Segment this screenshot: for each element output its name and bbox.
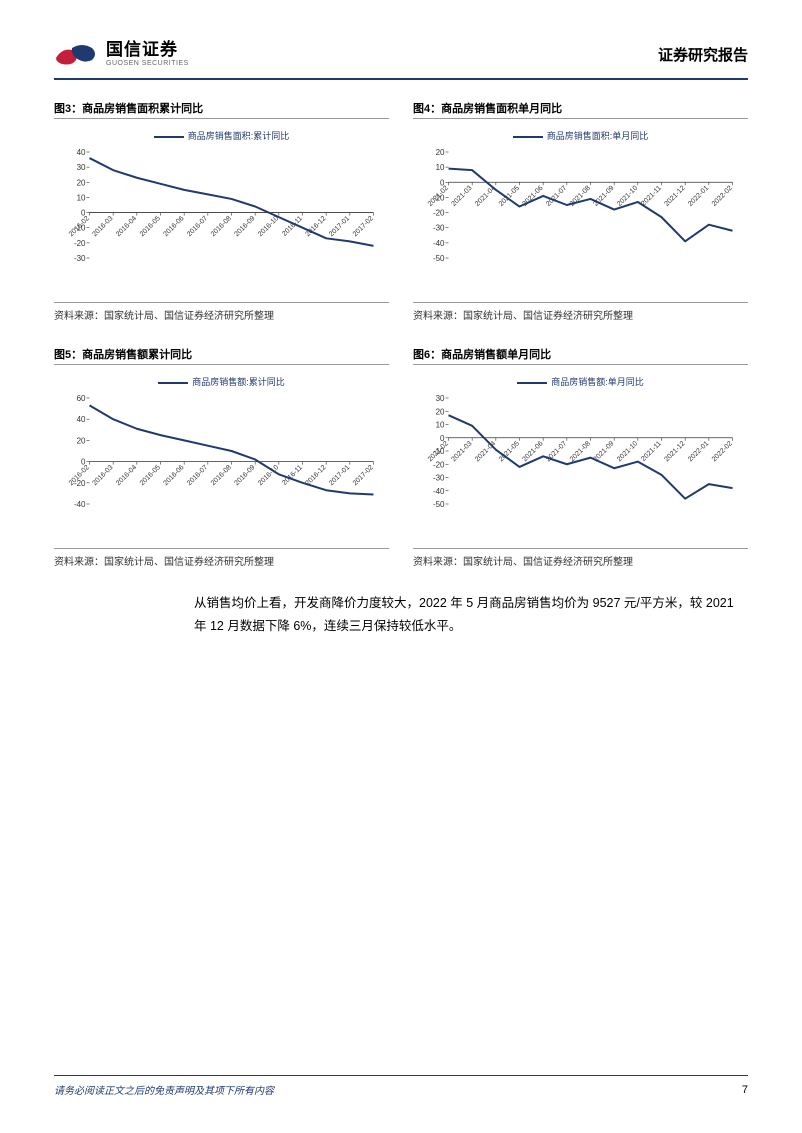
svg-text:-40: -40 (74, 500, 86, 509)
svg-text:2016-08: 2016-08 (210, 464, 233, 487)
svg-text:2016-03: 2016-03 (91, 215, 114, 238)
svg-text:20: 20 (436, 148, 445, 157)
svg-text:30: 30 (436, 394, 445, 403)
svg-text:2022-02: 2022-02 (711, 185, 734, 208)
svg-text:10: 10 (436, 163, 445, 172)
svg-text:2021-03: 2021-03 (450, 440, 473, 463)
svg-text:2016-02: 2016-02 (68, 215, 91, 238)
svg-text:-20: -20 (74, 239, 86, 248)
footer-page-number: 7 (742, 1084, 748, 1096)
svg-text:2016-08: 2016-08 (210, 215, 233, 238)
svg-text:-40: -40 (433, 487, 445, 496)
svg-text:20: 20 (77, 178, 86, 187)
svg-text:2017-02: 2017-02 (352, 464, 375, 487)
chart-svg: -50-40-30-20-10010202021-022021-032021-0… (413, 146, 748, 296)
svg-text:2017-01: 2017-01 (328, 464, 351, 487)
svg-text:2016-04: 2016-04 (115, 464, 138, 487)
svg-text:60: 60 (77, 394, 86, 403)
svg-text:-50: -50 (433, 254, 445, 263)
svg-text:2021-12: 2021-12 (663, 440, 686, 463)
chart-svg: -30-20-100102030402016-022016-032016-042… (54, 146, 389, 296)
svg-text:2016-04: 2016-04 (115, 215, 138, 238)
logo-text: 国信证券 GUOSEN SECURITIES (106, 41, 189, 67)
svg-text:2016-07: 2016-07 (186, 464, 209, 487)
svg-text:-40: -40 (433, 239, 445, 248)
svg-text:2021-10: 2021-10 (616, 440, 639, 463)
svg-text:2022-01: 2022-01 (687, 440, 710, 463)
svg-text:2021-11: 2021-11 (640, 440, 663, 463)
svg-text:2021-11: 2021-11 (640, 185, 663, 208)
chart-source: 资料来源：国家统计局、国信证券经济研究所整理 (413, 302, 748, 322)
chart-svg: -40-2002040602016-022016-032016-042016-0… (54, 392, 389, 542)
svg-text:2022-02: 2022-02 (711, 440, 734, 463)
logo-text-en: GUOSEN SECURITIES (106, 60, 189, 68)
chart-legend: 商品房销售额:单月同比 (413, 375, 748, 388)
svg-text:20: 20 (77, 436, 86, 445)
svg-text:2017-02: 2017-02 (352, 215, 375, 238)
svg-text:2016-09: 2016-09 (233, 215, 256, 238)
charts-grid: 图3：商品房销售面积累计同比商品房销售面积:累计同比-30-20-1001020… (54, 100, 748, 568)
report-title: 证券研究报告 (658, 44, 748, 65)
svg-text:2016-07: 2016-07 (186, 215, 209, 238)
chart-source: 资料来源：国家统计局、国信证券经济研究所整理 (54, 548, 389, 568)
chart-source: 资料来源：国家统计局、国信证券经济研究所整理 (54, 302, 389, 322)
svg-text:2017-01: 2017-01 (328, 215, 351, 238)
logo-text-cn: 国信证券 (106, 41, 189, 60)
svg-text:30: 30 (77, 163, 86, 172)
svg-text:2016-10: 2016-10 (257, 215, 280, 238)
chart-svg: -50-40-30-20-1001020302021-022021-032021… (413, 392, 748, 542)
svg-text:2016-06: 2016-06 (162, 464, 185, 487)
chart-block-3: 图3：商品房销售面积累计同比商品房销售面积:累计同比-30-20-1001020… (54, 100, 389, 322)
svg-text:20: 20 (436, 407, 445, 416)
svg-text:2021-12: 2021-12 (663, 185, 686, 208)
svg-text:2021-04: 2021-04 (474, 440, 497, 463)
footer-disclaimer: 请务必阅读正文之后的免责声明及其项下所有内容 (54, 1082, 274, 1097)
chart-caption: 图6：商品房销售额单月同比 (413, 346, 748, 365)
body-paragraph: 从销售均价上看，开发商降价力度较大，2022 年 5 月商品房销售均价为 952… (194, 592, 738, 637)
report-page: 国信证券 GUOSEN SECURITIES 证券研究报告 图3：商品房销售面积… (0, 0, 802, 1133)
page-header: 国信证券 GUOSEN SECURITIES 证券研究报告 (54, 40, 748, 80)
svg-text:2016-05: 2016-05 (139, 215, 162, 238)
svg-text:-50: -50 (433, 500, 445, 509)
svg-text:10: 10 (77, 193, 86, 202)
svg-text:2021-03: 2021-03 (450, 185, 473, 208)
svg-text:2022-01: 2022-01 (687, 185, 710, 208)
svg-text:2016-06: 2016-06 (162, 215, 185, 238)
page-footer: 请务必阅读正文之后的免责声明及其项下所有内容 7 (54, 1075, 748, 1097)
svg-text:-20: -20 (433, 209, 445, 218)
svg-text:-30: -30 (433, 224, 445, 233)
svg-text:10: 10 (436, 421, 445, 430)
chart-legend: 商品房销售面积:单月同比 (413, 129, 748, 142)
svg-text:2016-05: 2016-05 (139, 464, 162, 487)
svg-text:40: 40 (77, 415, 86, 424)
svg-text:-30: -30 (433, 474, 445, 483)
chart-caption: 图4：商品房销售面积单月同比 (413, 100, 748, 119)
svg-text:2021-02: 2021-02 (427, 185, 450, 208)
chart-caption: 图5：商品房销售额累计同比 (54, 346, 389, 365)
logo-icon (54, 40, 98, 68)
chart-block-4: 图4：商品房销售面积单月同比商品房销售面积:单月同比-50-40-30-20-1… (413, 100, 748, 322)
svg-text:-20: -20 (433, 460, 445, 469)
chart-block-6: 图6：商品房销售额单月同比商品房销售额:单月同比-50-40-30-20-100… (413, 346, 748, 568)
svg-text:40: 40 (77, 148, 86, 157)
svg-text:2016-03: 2016-03 (91, 464, 114, 487)
chart-legend: 商品房销售面积:累计同比 (54, 129, 389, 142)
svg-text:-30: -30 (74, 254, 86, 263)
chart-caption: 图3：商品房销售面积累计同比 (54, 100, 389, 119)
chart-source: 资料来源：国家统计局、国信证券经济研究所整理 (413, 548, 748, 568)
svg-text:2016-09: 2016-09 (233, 464, 256, 487)
chart-block-5: 图5：商品房销售额累计同比商品房销售额:累计同比-40-200204060201… (54, 346, 389, 568)
company-logo: 国信证券 GUOSEN SECURITIES (54, 40, 189, 68)
chart-legend: 商品房销售额:累计同比 (54, 375, 389, 388)
